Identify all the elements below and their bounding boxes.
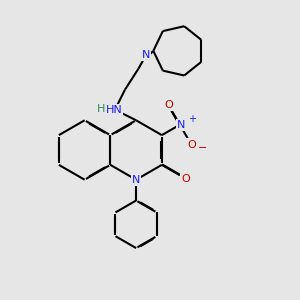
Text: O: O <box>181 173 190 184</box>
Text: N: N <box>177 120 185 130</box>
Text: H: H <box>97 104 105 114</box>
Text: O: O <box>187 140 196 150</box>
Text: −: − <box>198 142 207 152</box>
Text: +: + <box>188 114 196 124</box>
Text: N: N <box>132 175 140 185</box>
Text: O: O <box>164 100 173 110</box>
Text: N: N <box>142 50 150 60</box>
Text: HN: HN <box>105 105 122 115</box>
